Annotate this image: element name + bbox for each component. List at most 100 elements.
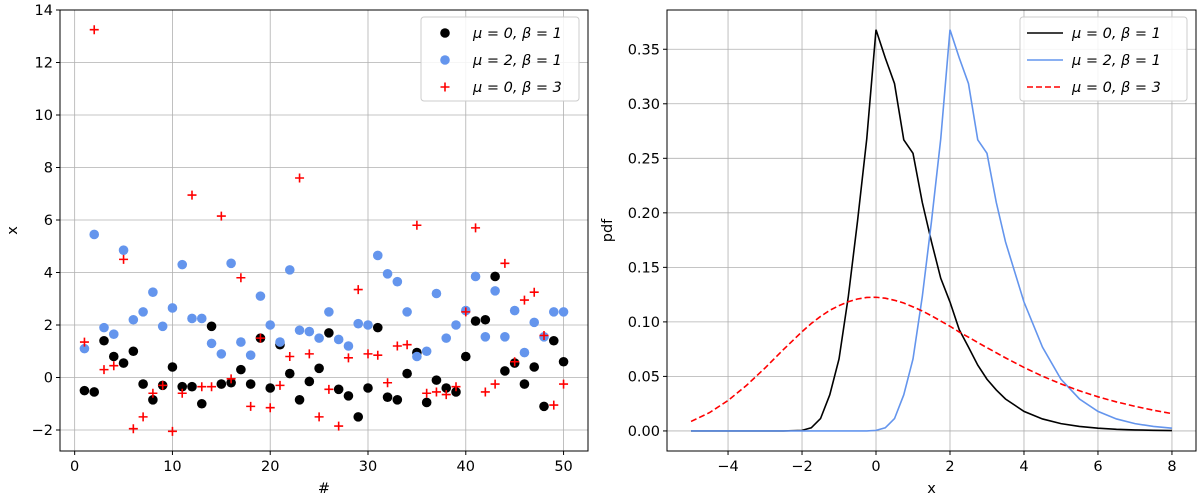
x-tick-label: 10	[163, 459, 181, 475]
data-point	[431, 387, 441, 397]
y-tick-label: 4	[44, 266, 53, 282]
data-point	[99, 335, 109, 346]
data-point	[392, 395, 403, 405]
data-point	[314, 363, 324, 374]
data-point	[372, 322, 383, 333]
data-point	[216, 349, 227, 359]
data-point	[441, 333, 452, 343]
data-point	[441, 383, 452, 393]
plot-area	[690, 29, 1173, 432]
data-point	[529, 317, 540, 328]
legend-label: μ = 2, β = 1	[472, 53, 562, 69]
data-point	[177, 388, 187, 398]
data-point	[236, 337, 246, 347]
data-point	[558, 307, 569, 317]
y-tick-label: 0	[44, 371, 53, 387]
data-point	[548, 307, 559, 317]
y-tick-label: 0.35	[628, 42, 660, 58]
data-point	[539, 401, 549, 412]
data-point	[207, 382, 217, 392]
data-point	[539, 331, 549, 340]
data-point	[118, 245, 129, 255]
data-point	[519, 379, 530, 389]
data-point	[373, 350, 383, 360]
data-point	[451, 320, 461, 330]
data-point	[265, 320, 276, 330]
data-point	[177, 259, 188, 270]
legend-marker	[440, 55, 450, 65]
x-tick-label: 30	[359, 459, 377, 475]
y-tick-label: −2	[32, 423, 53, 439]
series-3	[79, 25, 569, 436]
data-point	[206, 338, 217, 349]
data-point	[529, 362, 540, 372]
x-tick-label: 40	[457, 459, 475, 475]
data-point	[392, 276, 403, 287]
data-point	[314, 333, 324, 343]
data-point	[128, 346, 139, 357]
data-point	[382, 392, 393, 402]
y-tick-label: 14	[35, 3, 53, 19]
legend-label: μ = 0, β = 3	[472, 80, 562, 96]
data-point	[519, 347, 530, 358]
data-point	[304, 326, 315, 337]
data-point	[353, 285, 363, 295]
legend-label: μ = 0, β = 1	[1071, 26, 1161, 42]
y-tick-label: 0.10	[628, 315, 660, 331]
data-point	[79, 337, 89, 347]
y-tick-label: 12	[35, 56, 53, 72]
data-point	[99, 365, 109, 375]
data-point	[421, 346, 432, 357]
x-tick-label: 0	[871, 459, 880, 475]
data-point	[324, 307, 334, 317]
data-point	[490, 379, 500, 389]
data-point	[138, 307, 148, 317]
data-point	[197, 382, 207, 392]
data-point	[157, 321, 168, 332]
x-tick-label: 8	[1167, 459, 1176, 475]
data-point	[255, 333, 265, 343]
data-point	[196, 313, 207, 324]
y-tick-label: 0.00	[628, 424, 660, 440]
pdf-line-chart: −4 −2 0 2 4 6 8 0.00 0.05 0.10 0.15 0.20 0.25 0.30 0.3…	[600, 9, 1197, 497]
legend-marker	[440, 82, 450, 92]
data-point	[471, 223, 481, 233]
data-point	[412, 220, 422, 230]
data-point	[118, 358, 129, 368]
data-point	[294, 325, 305, 336]
x-tick-label: 6	[1093, 459, 1102, 475]
y-tick-label: 0.30	[628, 97, 660, 113]
data-point	[275, 380, 285, 390]
x-axis-label: #	[318, 481, 330, 497]
y-tick-label: 6	[44, 213, 53, 229]
y-tick-label: 10	[35, 108, 53, 124]
data-point	[89, 229, 100, 240]
data-point	[431, 375, 442, 385]
series-line-2	[691, 29, 1173, 432]
data-point	[187, 381, 197, 392]
y-tick-label: 0.15	[628, 260, 660, 276]
data-point	[167, 362, 178, 372]
y-tick-label: 0.05	[628, 369, 660, 385]
y-axis-label: x	[5, 226, 21, 235]
data-point	[559, 379, 569, 389]
x-tick-label: 0	[70, 459, 79, 475]
legend-marker	[440, 28, 450, 38]
data-point	[246, 401, 256, 411]
legend-box	[1019, 16, 1188, 102]
data-point	[558, 356, 569, 367]
data-point	[89, 25, 99, 35]
x-axis-label: x	[927, 481, 936, 497]
x-tick-label: 2	[945, 459, 954, 475]
data-point	[461, 307, 471, 317]
data-point	[108, 329, 119, 339]
y-tick-label: 2	[44, 318, 53, 334]
data-point	[158, 380, 168, 390]
data-point	[402, 307, 412, 317]
data-point	[383, 378, 393, 388]
data-point	[460, 351, 471, 362]
plot-area	[79, 25, 569, 436]
data-point	[294, 395, 305, 405]
data-point	[128, 314, 139, 325]
x-tick-label: 20	[261, 459, 279, 475]
